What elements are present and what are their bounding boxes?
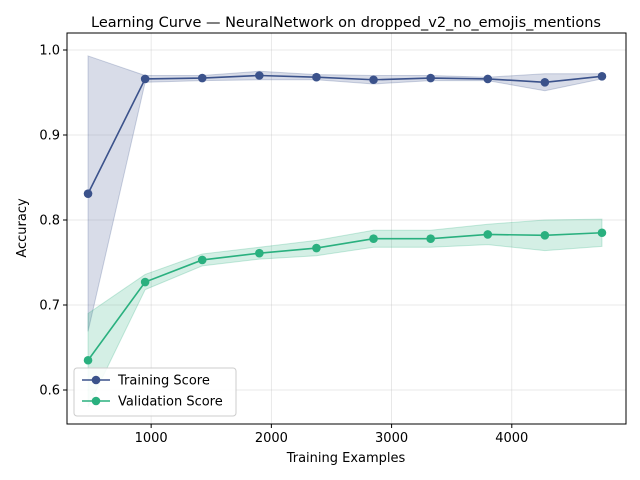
- legend-label: Validation Score: [118, 395, 223, 410]
- x-tick-label: 1000: [135, 431, 168, 446]
- data-point: [483, 230, 493, 239]
- x-tick-label: 2000: [255, 431, 288, 446]
- data-point: [197, 73, 207, 83]
- y-tick-label: 0.9: [39, 129, 60, 144]
- series-line-1: [87, 231, 602, 361]
- x-axis-label: Training Examples: [286, 451, 406, 466]
- data-point: [540, 231, 550, 240]
- data-point: [255, 248, 264, 258]
- legend-marker: [91, 375, 101, 385]
- data-point: [83, 355, 93, 365]
- axes: 1000 2000 3000 4000 0.6 0.7 0.8 0.9 1.0: [39, 44, 528, 447]
- data-point: [140, 277, 150, 287]
- data-point: [426, 234, 435, 243]
- data-point: [426, 73, 435, 83]
- plot-frame: [66, 32, 627, 425]
- data-point: [540, 78, 550, 87]
- data-point: [83, 189, 93, 198]
- chart-title: Learning Curve — NeuralNetwork on droppe…: [91, 15, 601, 31]
- data-point: [369, 75, 378, 85]
- data-point: [197, 255, 207, 265]
- data-point: [597, 72, 607, 81]
- data-point: [312, 243, 321, 253]
- data-point: [140, 74, 150, 84]
- data-point: [312, 72, 321, 82]
- series-lines: [83, 71, 607, 365]
- legend-marker: [91, 396, 101, 406]
- x-tick-label: 3000: [375, 431, 408, 446]
- x-tick-label: 4000: [495, 431, 528, 446]
- data-point: [483, 74, 493, 84]
- data-point: [255, 71, 264, 80]
- y-axis-label: Accuracy: [15, 198, 30, 258]
- legend: Training Score Validation Score: [73, 367, 237, 417]
- data-point: [597, 228, 607, 238]
- y-tick-label: 1.0: [39, 44, 60, 59]
- y-tick-label: 0.8: [39, 214, 60, 229]
- data-point: [369, 234, 378, 243]
- y-tick-label: 0.7: [39, 299, 60, 314]
- series-line-0: [87, 74, 603, 195]
- confidence-band-1: [87, 218, 603, 408]
- legend-label: Training Score: [117, 374, 210, 389]
- y-tick-label: 0.6: [39, 384, 60, 399]
- confidence-band-0: [87, 55, 603, 332]
- confidence-bands: [87, 55, 603, 408]
- legend-box: [73, 367, 237, 417]
